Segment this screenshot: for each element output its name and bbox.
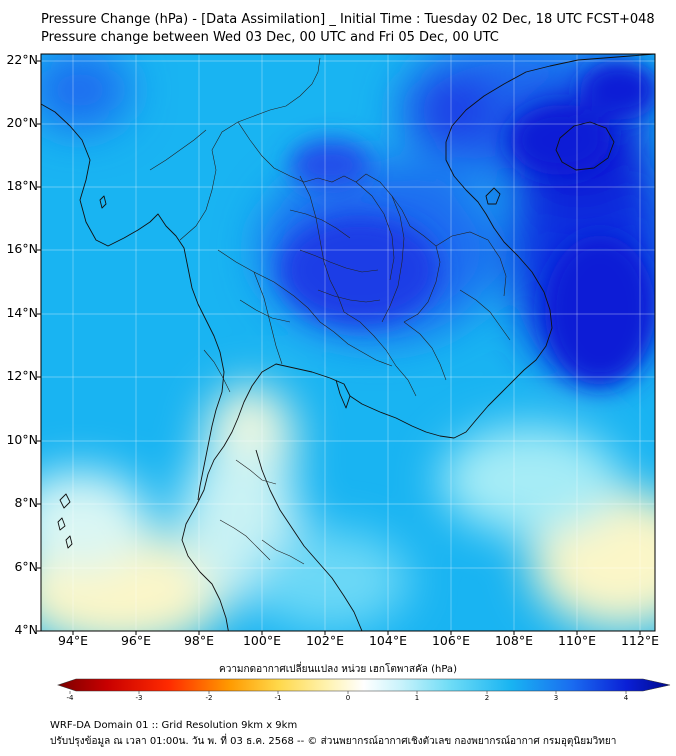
lat-label-12n: 12°N xyxy=(6,368,38,383)
map-title: Pressure Change (hPa) - [Data Assimilati… xyxy=(41,12,655,27)
update-credit: ปรับปรุงข้อมูล ณ เวลา 01:00น. วัน พ. ที่… xyxy=(50,736,617,747)
lon-label-96e: 96°E xyxy=(120,633,152,648)
colorbar-ramp xyxy=(57,678,671,692)
lat-label-20n: 20°N xyxy=(6,115,38,130)
lon-label-94e: 94°E xyxy=(57,633,89,648)
lon-label-108e: 108°E xyxy=(494,633,533,648)
lon-label-102e: 102°E xyxy=(305,633,344,648)
colorbar-tick-label: -3 xyxy=(135,694,143,702)
lat-label-16n: 16°N xyxy=(6,241,38,256)
axis-ticks xyxy=(37,60,641,635)
lon-label-100e: 100°E xyxy=(242,633,281,648)
lat-label-14n: 14°N xyxy=(6,305,38,320)
lon-label-106e: 106°E xyxy=(431,633,470,648)
colorbar-tick-label: -4 xyxy=(66,694,74,702)
lon-label-112e: 112°E xyxy=(620,633,659,648)
colorbar-tick-label: 0 xyxy=(345,694,351,702)
colorbar-ticks xyxy=(69,691,627,694)
colorbar-tick-label: -1 xyxy=(274,694,282,702)
plot-frame xyxy=(40,53,656,632)
borders xyxy=(149,57,511,565)
lon-label-98e: 98°E xyxy=(183,633,215,648)
model-info: WRF-DA Domain 01 :: Grid Resolution 9km … xyxy=(50,720,298,731)
lat-label-6n: 6°N xyxy=(14,559,38,574)
lon-label-104e: 104°E xyxy=(368,633,407,648)
colorbar-tick-label: 1 xyxy=(414,694,420,702)
lat-label-4n: 4°N xyxy=(14,622,38,637)
field-layer xyxy=(41,54,655,631)
lon-label-110e: 110°E xyxy=(557,633,596,648)
lat-label-8n: 8°N xyxy=(14,495,38,510)
coastlines xyxy=(41,54,655,631)
lat-label-18n: 18°N xyxy=(6,178,38,193)
colorbar-tick-label: -2 xyxy=(205,694,213,702)
colorbar-label: ความกดอากาศเปลี่ยนแปลง หน่วย เฮกโตพาสคัล… xyxy=(219,664,457,675)
map-subtitle: Pressure change between Wed 03 Dec, 00 U… xyxy=(41,30,499,45)
colorbar-tick-label: 4 xyxy=(623,694,629,702)
colorbar-tick-label: 3 xyxy=(553,694,559,702)
lat-label-10n: 10°N xyxy=(6,432,38,447)
colorbar-tick-label: 2 xyxy=(484,694,490,702)
graticule xyxy=(41,54,655,631)
lat-label-22n: 22°N xyxy=(6,52,38,67)
